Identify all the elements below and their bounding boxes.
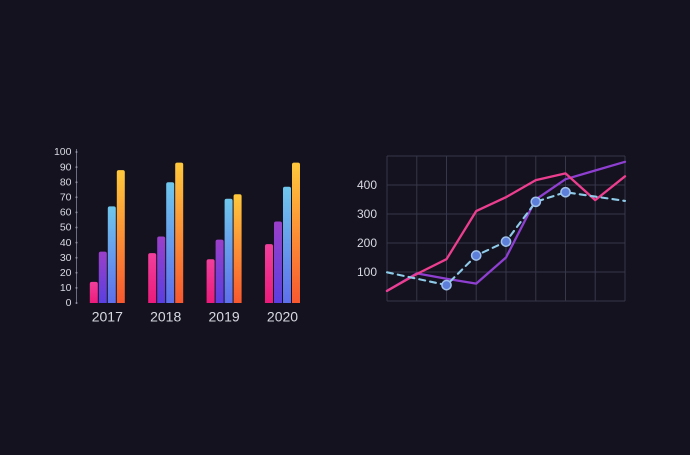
svg-text:2017: 2017	[92, 309, 123, 325]
svg-text:30: 30	[60, 252, 72, 264]
svg-text:90: 90	[60, 161, 72, 173]
svg-text:50: 50	[60, 222, 72, 234]
svg-text:400: 400	[357, 178, 377, 192]
svg-text:200: 200	[357, 236, 377, 250]
svg-text:0: 0	[66, 297, 72, 309]
svg-text:2019: 2019	[209, 309, 240, 325]
svg-text:300: 300	[357, 207, 377, 221]
svg-text:100: 100	[54, 146, 72, 158]
svg-text:2020: 2020	[267, 309, 298, 325]
svg-text:80: 80	[60, 176, 72, 188]
svg-text:2018: 2018	[150, 309, 181, 325]
svg-text:100: 100	[357, 265, 377, 279]
svg-text:70: 70	[60, 192, 72, 204]
svg-text:40: 40	[60, 237, 72, 249]
svg-text:60: 60	[60, 207, 72, 219]
svg-text:20: 20	[60, 267, 72, 279]
svg-text:10: 10	[60, 282, 72, 294]
